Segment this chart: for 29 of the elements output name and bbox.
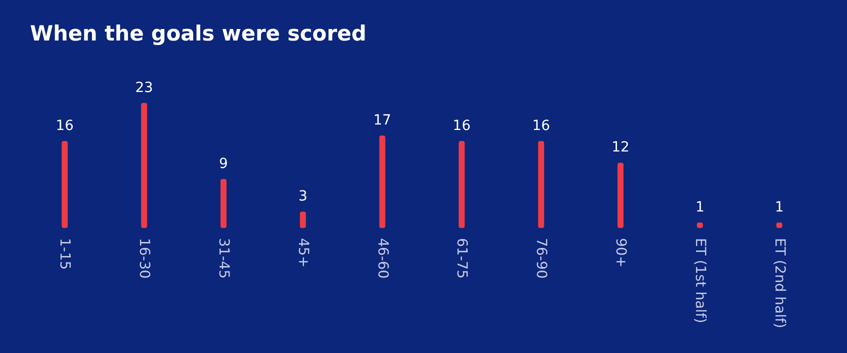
data-label: 1 bbox=[774, 200, 784, 216]
data-label: 9 bbox=[219, 156, 228, 172]
bar bbox=[300, 212, 306, 228]
x-tick-label: ET (1st half) bbox=[692, 238, 708, 324]
data-label: 16 bbox=[452, 118, 471, 134]
x-tick-label: 90+ bbox=[612, 238, 628, 268]
x-tick-label: 76-90 bbox=[533, 238, 550, 279]
data-label: 3 bbox=[298, 188, 308, 205]
bar bbox=[458, 140, 465, 228]
x-tick-label: 16-30 bbox=[136, 238, 152, 279]
bar bbox=[538, 140, 544, 228]
data-label: 16 bbox=[56, 118, 74, 134]
data-label: 1 bbox=[695, 200, 704, 216]
bar bbox=[618, 162, 624, 228]
data-label: 23 bbox=[135, 80, 154, 96]
x-tick-label: 31-45 bbox=[216, 238, 232, 279]
x-tick-label: 1-15 bbox=[56, 238, 73, 270]
bar bbox=[141, 102, 148, 228]
x-tick-label: 46-60 bbox=[374, 238, 390, 279]
bar bbox=[220, 179, 226, 228]
x-tick-label: ET (2nd half) bbox=[771, 238, 788, 328]
x-tick-label: 61-75 bbox=[454, 238, 470, 279]
chart-title: When the goals were scored bbox=[30, 22, 366, 46]
data-label: 16 bbox=[532, 118, 550, 134]
bar bbox=[379, 136, 386, 228]
data-label: 12 bbox=[612, 140, 630, 156]
x-tick-label: 45+ bbox=[294, 238, 311, 268]
bar bbox=[62, 140, 68, 228]
data-label: 17 bbox=[373, 112, 392, 129]
